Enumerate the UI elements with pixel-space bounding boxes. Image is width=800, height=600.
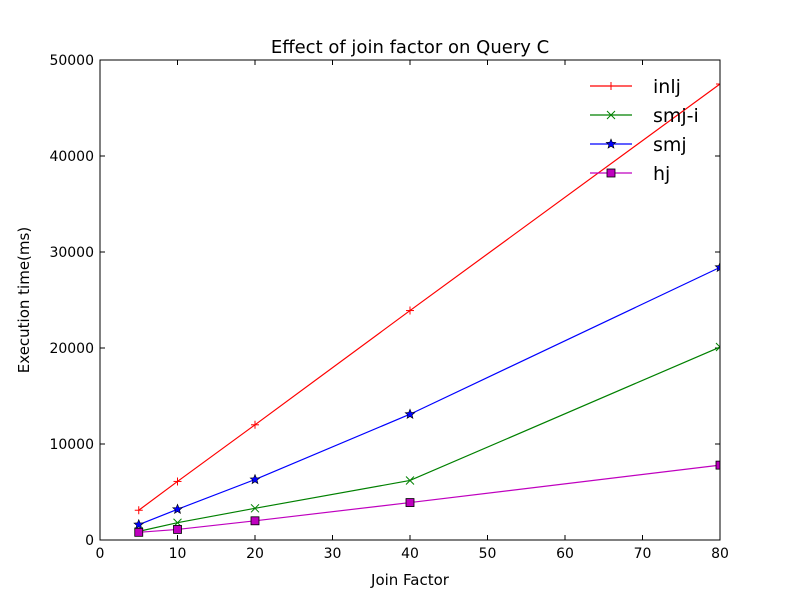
marker-shape xyxy=(606,168,616,178)
data-point-smj-i xyxy=(405,476,415,485)
data-point-smj xyxy=(714,261,720,273)
x-tick-label: 60 xyxy=(556,546,574,562)
marker-shape xyxy=(133,518,145,530)
y-tick-label: 10000 xyxy=(49,437,94,453)
data-point-hj xyxy=(715,460,720,470)
data-point-smj xyxy=(171,503,184,514)
data-point-smj-i xyxy=(250,503,260,513)
legend-item-hj: hj xyxy=(590,163,670,185)
axes-frame xyxy=(99,59,721,541)
y-tick-label: 50000 xyxy=(49,53,94,69)
legend-item-smj: smj xyxy=(590,134,687,156)
marker-shape xyxy=(171,503,184,514)
data-point-hj xyxy=(250,516,260,526)
series-hj xyxy=(134,460,720,537)
data-point-hj xyxy=(405,498,415,507)
legend-marker xyxy=(607,82,615,90)
plot-area: 0 10 20 30 40 50 60 70 80 0 10000 20000 30000 40000 50… xyxy=(49,53,728,562)
series-inlj xyxy=(134,80,720,515)
data-point-inlj xyxy=(251,420,259,429)
marker-shape xyxy=(250,516,260,526)
data-point-inlj xyxy=(406,306,414,315)
legend-label: smj xyxy=(653,134,687,156)
data-point-inlj xyxy=(716,80,720,88)
marker-shape xyxy=(605,138,617,149)
series-line-smj xyxy=(138,266,720,526)
y-tick-label: 40000 xyxy=(49,149,94,165)
x-tick-label: 30 xyxy=(324,546,342,562)
legend-item-smj-i: smj-i xyxy=(590,105,699,127)
legend-label: smj-i xyxy=(653,105,699,127)
marker-shape xyxy=(714,261,720,273)
chart-title: Effect of join factor on Query C xyxy=(271,37,549,58)
marker-stroke xyxy=(715,342,720,348)
x-axis-label: Join Factor xyxy=(370,571,450,589)
marker-stroke xyxy=(715,346,720,352)
marker-stroke xyxy=(606,110,616,120)
marker-shape xyxy=(134,527,144,537)
data-point-hj xyxy=(173,525,182,534)
marker-shape xyxy=(173,525,182,534)
marker-shape xyxy=(405,498,415,507)
legend-marker xyxy=(606,110,616,120)
legend-marker xyxy=(606,168,616,178)
marker-shape xyxy=(249,473,261,485)
marker-shape xyxy=(404,408,416,419)
x-tick-label: 0 xyxy=(96,546,105,562)
series-smj-i xyxy=(134,342,720,536)
legend-item-inlj: inlj xyxy=(590,76,681,98)
x-tick-label: 50 xyxy=(479,546,497,562)
data-point-smj-i xyxy=(715,342,720,352)
marker-shape xyxy=(715,460,720,470)
data-point-smj xyxy=(133,518,145,530)
data-point-inlj xyxy=(173,477,182,486)
legend-marker xyxy=(605,138,617,149)
data-point-smj xyxy=(404,408,416,419)
marker-stroke xyxy=(405,476,415,485)
data-point-smj xyxy=(249,473,261,485)
x-tick-label: 20 xyxy=(246,546,264,562)
x-tick-label: 70 xyxy=(634,546,652,562)
x-tick-label: 80 xyxy=(711,546,729,562)
x-tick-label: 40 xyxy=(401,546,419,562)
series-line-hj xyxy=(138,464,720,533)
legend-label: hj xyxy=(653,163,670,185)
y-tick-label: 0 xyxy=(85,533,94,549)
data-point-inlj xyxy=(134,506,143,515)
x-tick-label: 10 xyxy=(169,546,187,562)
series-line-smj-i xyxy=(138,346,720,532)
series-line-inlj xyxy=(138,83,720,511)
y-axis-label: Execution time(ms) xyxy=(15,227,33,373)
legend-label: inlj xyxy=(653,76,681,98)
marker-stroke xyxy=(250,503,260,513)
data-point-hj xyxy=(134,527,144,537)
y-tick-label: 30000 xyxy=(49,245,94,261)
series-smj xyxy=(133,261,720,530)
y-tick-label: 20000 xyxy=(49,341,94,357)
legend: inlj smj-i smj hj xyxy=(590,76,699,185)
